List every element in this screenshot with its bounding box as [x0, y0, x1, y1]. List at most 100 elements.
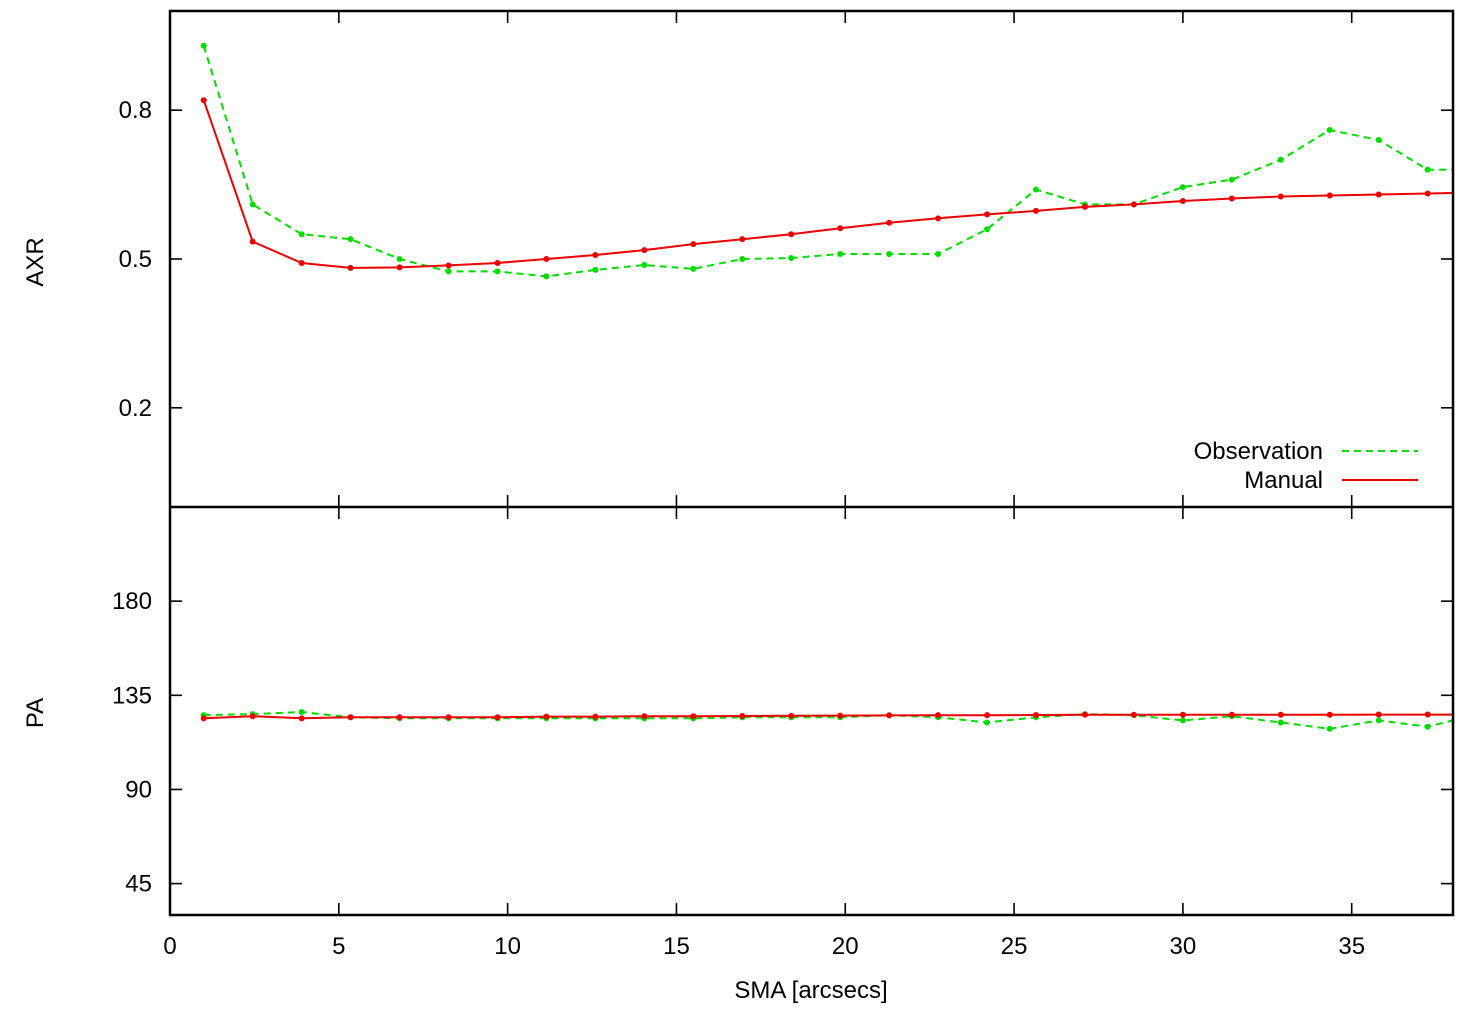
- axr-point-observation: [788, 255, 795, 262]
- pa-point-observation: [984, 719, 991, 726]
- axr-point-manual: [690, 241, 697, 248]
- axr-y-tick-label: 0.2: [119, 395, 152, 422]
- pa-point-manual: [200, 715, 207, 722]
- pa-point-manual: [543, 713, 550, 720]
- axr-point-manual: [1081, 203, 1088, 210]
- pa-point-manual: [788, 712, 795, 719]
- x-tick-label: 30: [1170, 933, 1197, 960]
- pa-point-observation: [1424, 723, 1431, 730]
- axr-point-observation: [739, 256, 746, 262]
- axr-point-manual: [837, 225, 844, 232]
- axr-point-manual: [1277, 193, 1284, 200]
- pa-point-manual: [396, 714, 403, 721]
- axr-point-manual: [298, 259, 305, 266]
- axr-point-observation: [984, 226, 991, 233]
- axr-point-manual: [200, 97, 207, 104]
- axr-point-manual: [494, 259, 501, 266]
- axr-point-observation: [1375, 136, 1382, 143]
- axr-point-observation: [1326, 127, 1333, 134]
- plot-frame: [168, 9, 1455, 917]
- axr-point-manual: [1130, 201, 1137, 208]
- pa-point-manual: [298, 715, 305, 722]
- pa-point-manual: [1424, 711, 1431, 718]
- pa-point-manual: [837, 712, 844, 719]
- legend-label-manual: Manual: [1244, 467, 1323, 494]
- axr-point-manual: [347, 264, 354, 271]
- axr-point-observation: [837, 251, 844, 258]
- pa-point-manual: [1130, 711, 1137, 718]
- axr-point-observation: [445, 268, 452, 275]
- axr-point-manual: [1326, 192, 1333, 199]
- pa-y-tick-label: 135: [112, 682, 152, 709]
- axr-point-observation: [347, 236, 354, 243]
- x-tick-label: 25: [1001, 933, 1028, 960]
- pa-point-manual: [1033, 711, 1040, 718]
- axr-point-manual: [249, 238, 256, 245]
- axr-series-observation: [202, 45, 1453, 278]
- axr-point-manual: [641, 247, 648, 254]
- axr-point-manual: [1033, 207, 1040, 214]
- axr-point-observation: [1033, 186, 1040, 193]
- pa-point-manual: [592, 713, 599, 720]
- axr-point-observation: [1179, 184, 1186, 191]
- axr-point-manual: [984, 211, 991, 218]
- pa-point-observation: [1277, 719, 1284, 726]
- bottom-y-axis-title: PA: [22, 698, 49, 728]
- axr-point-observation: [494, 268, 501, 275]
- axr-y-tick-label: 0.8: [119, 97, 152, 124]
- x-tick-label: 10: [494, 933, 521, 960]
- axr-point-observation: [396, 256, 403, 262]
- pa-point-manual: [347, 714, 354, 721]
- x-tick-label: 35: [1338, 933, 1365, 960]
- x-tick-label: 5: [332, 933, 345, 960]
- axr-point-manual: [396, 264, 403, 271]
- axr-point-observation: [249, 201, 256, 208]
- pa-point-manual: [984, 712, 991, 719]
- axr-point-observation: [592, 266, 599, 273]
- pa-point-manual: [935, 712, 942, 719]
- pa-point-manual: [1375, 711, 1382, 718]
- x-tick-label: 0: [163, 933, 176, 960]
- axr-point-manual: [1424, 190, 1431, 197]
- axr-point-manual: [592, 252, 599, 259]
- legend-label-observation: Observation: [1194, 438, 1323, 465]
- axr-point-observation: [543, 273, 550, 280]
- pa-point-observation: [298, 709, 305, 716]
- pa-point-manual: [739, 713, 746, 720]
- axr-point-manual: [1179, 197, 1186, 204]
- pa-point-manual: [494, 714, 501, 721]
- axr-point-observation: [1277, 156, 1284, 163]
- axr-point-observation: [935, 251, 942, 258]
- x-tick-label: 15: [663, 933, 690, 960]
- axr-point-observation: [641, 261, 648, 268]
- pa-point-manual: [1277, 711, 1284, 718]
- axr-point-manual: [739, 236, 746, 243]
- x-tick-label: 20: [832, 933, 859, 960]
- axr-point-observation: [298, 231, 305, 238]
- axr-point-manual: [935, 215, 942, 222]
- pa-point-manual: [1179, 711, 1186, 718]
- pa-point-manual: [1326, 711, 1333, 718]
- pa-y-tick-label: 180: [112, 588, 152, 615]
- axr-point-observation: [200, 42, 207, 49]
- axr-point-manual: [886, 219, 893, 226]
- axr-series-manual: [202, 99, 1453, 269]
- pa-point-observation: [1375, 717, 1382, 724]
- axr-point-manual: [1228, 195, 1235, 202]
- pa-point-manual: [1081, 711, 1088, 718]
- pa-point-manual: [641, 713, 648, 720]
- pa-point-manual: [1228, 711, 1235, 718]
- axr-point-observation: [1424, 166, 1431, 173]
- axr-point-observation: [1228, 176, 1235, 183]
- x-axis-title: SMA [arcsecs]: [734, 977, 887, 1004]
- axr-point-observation: [690, 265, 697, 272]
- top-panel-axr: 0.2 0.5 0.8: [119, 11, 1453, 507]
- axr-point-manual: [445, 262, 452, 269]
- axr-point-manual: [1375, 191, 1382, 198]
- legend: Observation Manual: [1194, 438, 1418, 494]
- axr-point-manual: [543, 256, 550, 262]
- axr-point-manual: [788, 231, 795, 238]
- bottom-panel-pa: 45 90 135 180 0 5 10 15 20 25 30 35: [112, 507, 1453, 960]
- pa-point-manual: [445, 714, 452, 721]
